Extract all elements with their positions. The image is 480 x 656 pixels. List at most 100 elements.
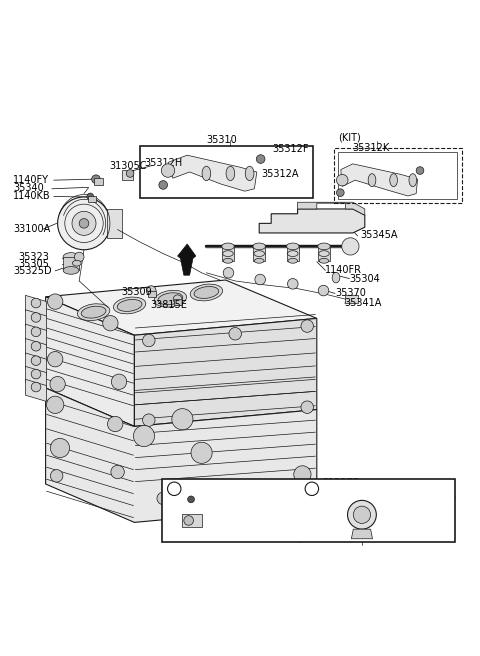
Polygon shape <box>168 155 257 191</box>
Ellipse shape <box>222 243 234 250</box>
Text: 35341A: 35341A <box>345 298 382 308</box>
Text: 35312F: 35312F <box>273 144 309 154</box>
Bar <box>88 197 96 202</box>
Circle shape <box>92 175 100 184</box>
Polygon shape <box>46 388 134 438</box>
Circle shape <box>191 442 212 463</box>
Polygon shape <box>178 244 196 276</box>
Text: 1140FY: 1140FY <box>13 175 49 185</box>
Text: 35304: 35304 <box>349 274 380 283</box>
Text: 35370: 35370 <box>335 288 366 298</box>
Ellipse shape <box>287 243 299 250</box>
Text: 35345A: 35345A <box>360 230 397 240</box>
Bar <box>334 148 462 203</box>
Polygon shape <box>25 295 47 318</box>
Polygon shape <box>46 280 317 335</box>
Ellipse shape <box>113 297 146 314</box>
Bar <box>318 247 330 261</box>
Circle shape <box>223 268 234 278</box>
Ellipse shape <box>63 266 79 274</box>
Circle shape <box>50 470 63 482</box>
Ellipse shape <box>254 258 264 263</box>
Circle shape <box>336 174 348 186</box>
Text: 37369: 37369 <box>205 511 236 521</box>
Bar <box>338 152 457 199</box>
Text: 35310: 35310 <box>206 135 237 145</box>
Ellipse shape <box>409 174 417 187</box>
Circle shape <box>161 164 175 177</box>
Polygon shape <box>351 529 372 539</box>
Circle shape <box>126 170 134 177</box>
Ellipse shape <box>223 258 233 263</box>
Circle shape <box>416 167 424 174</box>
Polygon shape <box>46 297 134 426</box>
Circle shape <box>229 327 241 340</box>
Circle shape <box>74 252 84 262</box>
Text: (KIT): (KIT) <box>338 133 361 143</box>
Circle shape <box>223 479 238 493</box>
Bar <box>63 257 79 270</box>
Bar <box>222 247 234 261</box>
Bar <box>94 178 103 185</box>
Circle shape <box>184 516 193 525</box>
Circle shape <box>47 396 64 413</box>
Ellipse shape <box>202 166 211 180</box>
Circle shape <box>318 285 329 296</box>
Ellipse shape <box>319 258 329 263</box>
Circle shape <box>172 409 193 430</box>
Text: 35312K: 35312K <box>353 142 390 152</box>
Ellipse shape <box>194 287 219 298</box>
Ellipse shape <box>332 272 340 283</box>
Polygon shape <box>25 338 47 361</box>
Ellipse shape <box>63 253 79 261</box>
Text: 35340: 35340 <box>13 183 44 193</box>
Text: 1140FY: 1140FY <box>215 496 251 506</box>
Ellipse shape <box>245 166 254 180</box>
Ellipse shape <box>253 243 265 250</box>
Bar <box>253 247 265 261</box>
Bar <box>182 514 202 527</box>
Polygon shape <box>25 367 47 388</box>
Bar <box>174 299 182 305</box>
Circle shape <box>294 466 311 483</box>
Circle shape <box>103 316 118 331</box>
Circle shape <box>159 180 168 190</box>
Polygon shape <box>341 164 418 196</box>
Polygon shape <box>107 209 122 237</box>
Ellipse shape <box>390 174 397 187</box>
Circle shape <box>348 501 376 529</box>
Circle shape <box>157 492 169 504</box>
Ellipse shape <box>154 291 187 307</box>
Circle shape <box>31 313 41 322</box>
Text: 35323: 35323 <box>18 253 49 262</box>
Bar <box>345 295 358 302</box>
Text: 35309: 35309 <box>121 287 152 297</box>
Ellipse shape <box>190 284 223 301</box>
Circle shape <box>353 506 371 523</box>
Polygon shape <box>259 209 365 233</box>
Polygon shape <box>25 379 47 401</box>
Text: 1140FR: 1140FR <box>325 265 362 275</box>
Circle shape <box>342 237 359 255</box>
Polygon shape <box>298 202 365 215</box>
Ellipse shape <box>72 260 81 266</box>
Circle shape <box>111 465 124 479</box>
Ellipse shape <box>226 166 235 180</box>
Circle shape <box>305 482 319 495</box>
Text: b: b <box>303 480 311 491</box>
Circle shape <box>50 438 70 458</box>
Circle shape <box>31 298 41 308</box>
Circle shape <box>31 382 41 392</box>
Circle shape <box>58 197 110 250</box>
Polygon shape <box>25 353 47 375</box>
Bar <box>162 479 455 542</box>
Ellipse shape <box>368 174 376 187</box>
Circle shape <box>31 341 41 351</box>
Text: 35305: 35305 <box>18 258 49 269</box>
Text: 33100A: 33100A <box>13 224 51 234</box>
Bar <box>140 146 313 198</box>
Circle shape <box>143 414 155 426</box>
Circle shape <box>72 211 96 236</box>
Ellipse shape <box>158 293 183 304</box>
Circle shape <box>168 482 181 495</box>
